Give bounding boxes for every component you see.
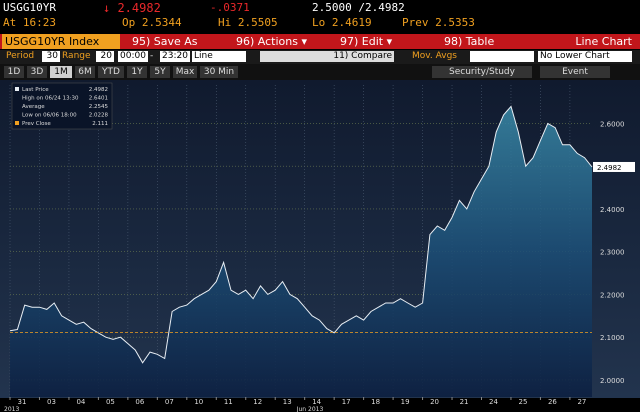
- time: At 16:23: [3, 16, 56, 29]
- bid-ask: 2.5000 /2.4982: [312, 1, 405, 14]
- toolbar-button[interactable]: 98) Table: [444, 35, 495, 48]
- x-tick-label: 10: [194, 398, 203, 406]
- toolbar-button[interactable]: 97) Edit ▾: [340, 35, 393, 48]
- prev: Prev 2.5353: [402, 16, 475, 29]
- x-tick-label: 06: [135, 398, 144, 406]
- toolbar: USGG10YR Index 95) Save As 96) Actions ▾ 9…: [0, 34, 640, 49]
- open: Op 2.5344: [122, 16, 182, 29]
- legend-value: 2.6401: [89, 96, 108, 102]
- y-tick-label: 2.2000: [600, 291, 625, 299]
- legend-label: Last Price: [22, 87, 49, 93]
- x-tick-label: 07: [165, 398, 174, 406]
- event-button[interactable]: Event: [540, 66, 610, 78]
- x-tick-label: 31: [18, 398, 27, 406]
- legend-value: 2.4982: [89, 87, 108, 93]
- input[interactable]: 20: [96, 51, 114, 62]
- input[interactable]: [470, 51, 534, 62]
- button[interactable]: 11) Compare: [260, 51, 394, 62]
- x-tick-label: 25: [519, 398, 528, 406]
- toolbar-button[interactable]: 96) Actions ▾: [236, 35, 307, 48]
- x-tick-label: 24: [489, 398, 498, 406]
- chart: 2.00002.10002.20002.30002.40002.50002.60…: [0, 80, 640, 412]
- x-tick-label: 03: [47, 398, 56, 406]
- x-tick-label: 05: [106, 398, 115, 406]
- x-tick-label: 19: [401, 398, 410, 406]
- security-field[interactable]: USGG10YR Index: [2, 34, 120, 49]
- x-tick-label: 04: [76, 398, 85, 406]
- label: -: [150, 51, 154, 61]
- range-tab[interactable]: 6M: [75, 66, 95, 78]
- legend-value: 2.0228: [89, 113, 109, 119]
- low: Lo 2.4619: [312, 16, 372, 29]
- x-tick-label: 11: [224, 398, 233, 406]
- x-axis-title: Jun 2013: [296, 406, 324, 412]
- x-tick-label: 14: [312, 398, 321, 406]
- x-tick-label: 17: [342, 398, 351, 406]
- x-axis-year: 2013: [4, 406, 19, 412]
- net-change: -.0371: [210, 1, 250, 14]
- last-price-tag: [593, 161, 635, 172]
- legend-label: High on 06/24 13:30: [22, 96, 79, 102]
- input[interactable]: 23:20: [160, 51, 190, 62]
- toolbar-button[interactable]: 95) Save As: [132, 35, 198, 48]
- x-tick-label: 20: [430, 398, 439, 406]
- price-line: [9, 105, 593, 364]
- range-tab[interactable]: 30 Min: [200, 66, 238, 78]
- label: Range: [62, 51, 91, 61]
- last-price-tag-label: 2.4982: [597, 164, 622, 172]
- y-tick-label: 2.6000: [600, 120, 625, 128]
- y-tick-label: 2.4000: [600, 206, 625, 214]
- axis-band: [0, 398, 640, 412]
- tabs-row: 1D 3D 1M 6M YTD 1Y 5Y Max 30 Min Security/Study …: [0, 64, 640, 80]
- range-tab[interactable]: Max: [173, 66, 197, 78]
- legend-swatch: [15, 87, 19, 91]
- x-tick-label: 21: [460, 398, 469, 406]
- y-tick-label: 2.3000: [600, 249, 625, 257]
- dropdown[interactable]: Line: [192, 51, 246, 62]
- input[interactable]: 00:00: [118, 51, 148, 62]
- high: Hi 2.5505: [218, 16, 278, 29]
- range-tab[interactable]: 1M: [50, 66, 72, 78]
- x-tick-label: 13: [283, 398, 292, 406]
- x-tick-label: 18: [371, 398, 380, 406]
- input[interactable]: 30: [42, 51, 60, 62]
- legend-label: Average: [22, 104, 45, 110]
- x-tick-label: 26: [548, 398, 557, 406]
- y-tick-label: 2.0000: [600, 377, 625, 385]
- settings-row: Period 30 Range 20 00:00 - 23:20 Line 11…: [0, 50, 640, 64]
- label: Mov. Avgs: [412, 51, 457, 61]
- legend-swatch: [15, 121, 19, 125]
- ticker: USGG10YR: [3, 1, 56, 14]
- legend-label: Prev Close: [22, 121, 51, 127]
- last-price: ↓ 2.4982: [103, 1, 161, 15]
- price-area: [10, 106, 592, 398]
- range-tab[interactable]: 3D: [27, 66, 47, 78]
- dropdown[interactable]: No Lower Chart: [538, 51, 632, 62]
- legend-box: [11, 82, 113, 130]
- study-button[interactable]: Security/Study: [432, 66, 532, 78]
- range-tab[interactable]: 5Y: [150, 66, 170, 78]
- label: Period: [6, 51, 35, 61]
- legend-label: Low on 06/06 18:00: [22, 113, 77, 119]
- range-tab[interactable]: 1Y: [127, 66, 147, 78]
- range-tab[interactable]: 1D: [4, 66, 24, 78]
- legend-value: 2.111: [92, 121, 108, 127]
- legend-value: 2.2545: [89, 104, 109, 110]
- view-name: Line Chart: [575, 35, 632, 48]
- range-tab[interactable]: YTD: [98, 66, 124, 78]
- y-tick-label: 2.1000: [600, 334, 625, 342]
- x-tick-label: 12: [253, 398, 262, 406]
- x-tick-label: 27: [577, 398, 586, 406]
